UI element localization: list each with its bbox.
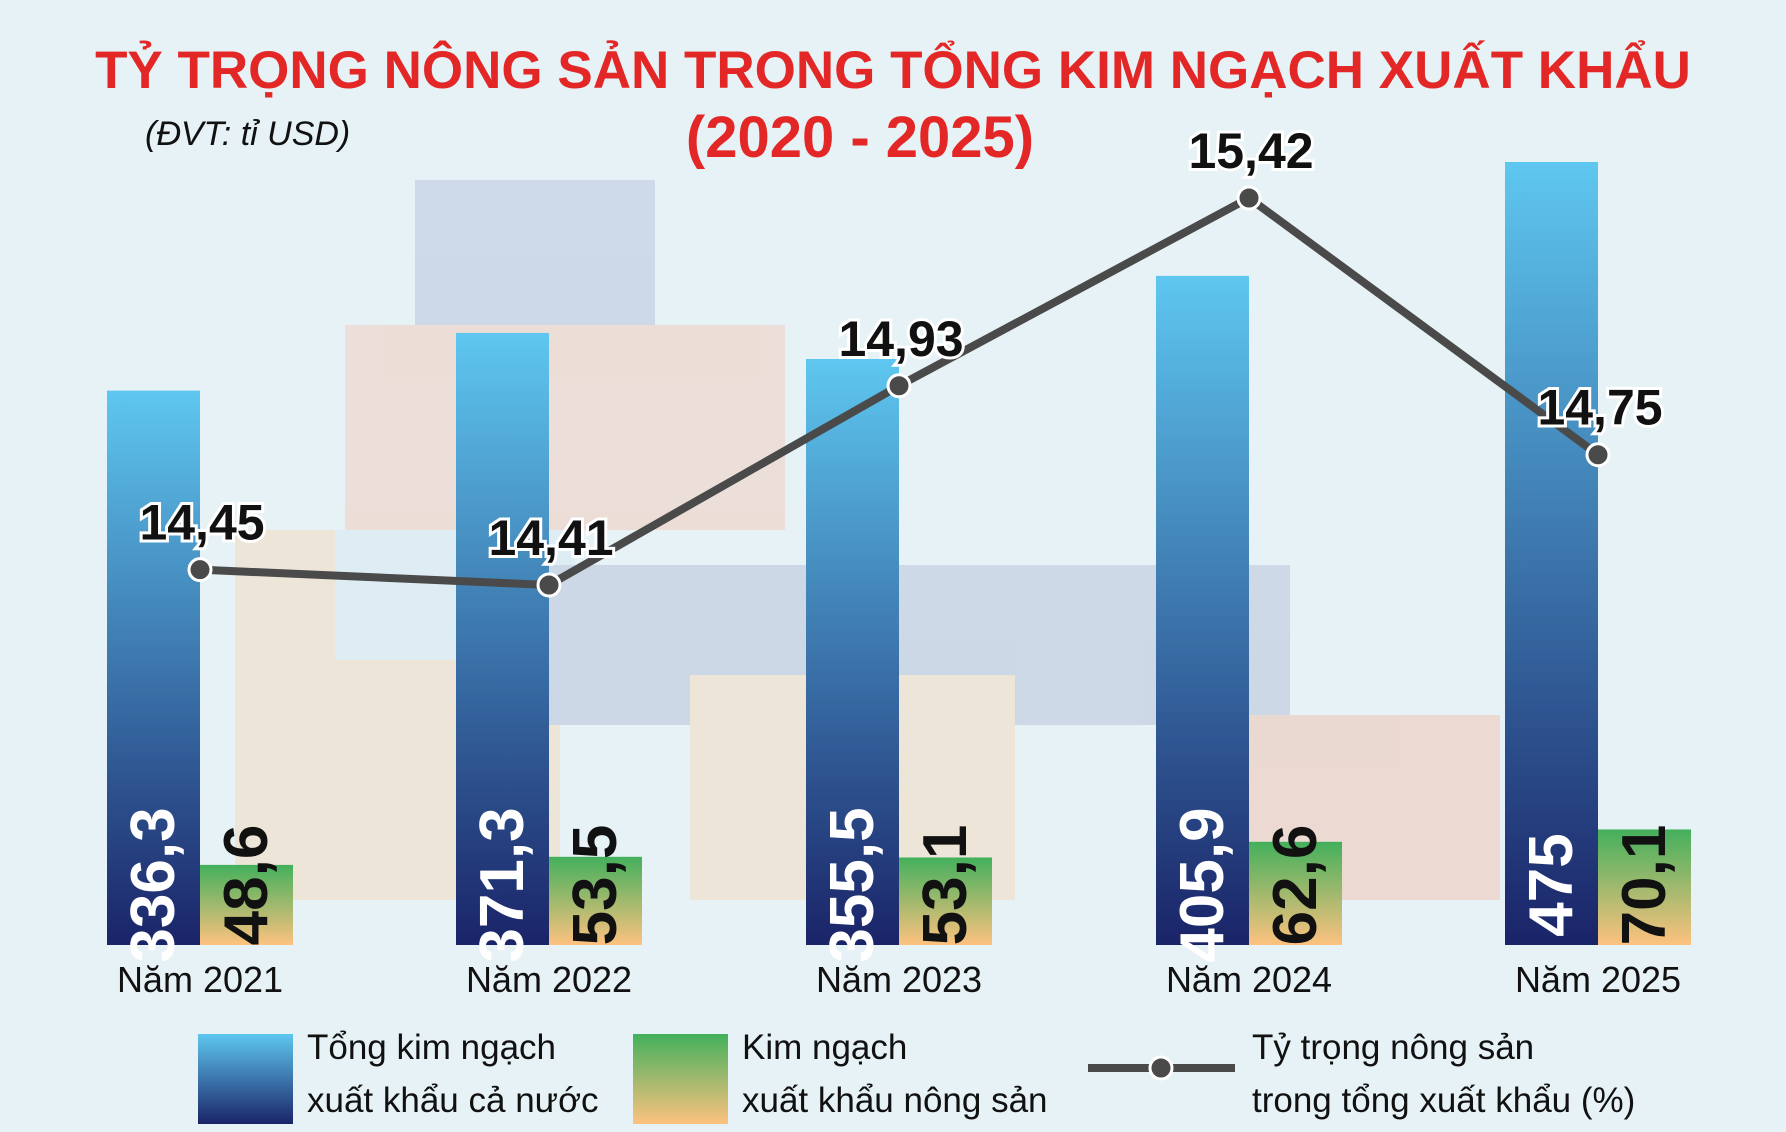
legend-agri-line1: Kim ngạch [742,1028,907,1067]
x-tick-label: Năm 2024 [1166,959,1332,1000]
bar-total-value-label: 371,3 [468,807,537,962]
ratio-value-label: 14,45 [139,495,264,551]
legend-line-marker [1148,1055,1174,1081]
ratio-point [187,557,213,583]
x-tick-label: Năm 2022 [466,959,632,1000]
ratio-value-label: 14,75 [1537,380,1662,436]
bar-agri-value-label: 53,5 [561,825,630,946]
bar-agri-value-label: 48,6 [212,825,281,946]
legend-agri-line2: xuất khẩu nông sản [742,1081,1048,1120]
bar-agri-value-label: 70,1 [1610,825,1679,946]
legend-line-line2: trong tổng xuất khẩu (%) [1252,1081,1635,1120]
ratio-value-label: 14,41 [488,510,613,566]
bar-total-value-label: 336,3 [119,807,188,962]
legend-total-line1: Tổng kim ngạch [307,1028,556,1067]
bar-total-value-label: 475 [1517,833,1586,936]
bar-agri [1249,841,1342,945]
bar-total [1156,275,1249,945]
bar-agri-value-label: 53,1 [911,825,980,946]
chart-title-line2: (2020 - 2025) [686,105,1034,170]
bar-total-value-label: 405,9 [1168,807,1237,962]
legend-total-line2: xuất khẩu cả nước [307,1081,599,1120]
bar-total [1505,162,1598,945]
ratio-point [886,373,912,399]
ratio-value-label: 15,42 [1188,123,1313,179]
bar-total-value-label: 355,5 [818,807,887,962]
line-layer: 14,45 14,41 14,93 15,42 14,75 [136,120,1666,598]
x-tick-label: Năm 2021 [117,959,283,1000]
x-axis-labels: Năm 2021 Năm 2022 Năm 2023 Năm 2024 Năm 2025 [117,959,1681,1000]
ratio-point [1236,185,1262,211]
ratio-value-label: 14,93 [838,311,963,367]
ratio-point [536,572,562,598]
x-tick-label: Năm 2023 [816,959,982,1000]
bar-agri-value-label: 62,6 [1261,825,1330,946]
chart-title-line1: TỶ TRỌNG NÔNG SẢN TRONG TỔNG KIM NGẠCH X… [95,39,1691,100]
bar-total [456,332,549,945]
bar-total [806,358,899,945]
ratio-point [1585,442,1611,468]
bar-agri [200,864,293,945]
legend: Tổng kim ngạch xuất khẩu cả nước Kim ngạ… [198,1028,1635,1124]
bar-total [107,390,200,945]
bar-agri [899,857,992,945]
legend-swatch-total [198,1034,293,1124]
bars-layer: 336,3 48,6 371,3 53,5 355,5 53,1 405,9 62,6 475 7… [107,162,1691,963]
bar-agri [549,856,642,945]
x-tick-label: Năm 2025 [1515,959,1681,1000]
legend-swatch-agri [633,1034,728,1124]
bar-agri [1598,829,1691,945]
legend-line-line1: Tỷ trọng nông sản [1252,1028,1534,1067]
unit-label: (ĐVT: tỉ USD) [145,115,350,153]
